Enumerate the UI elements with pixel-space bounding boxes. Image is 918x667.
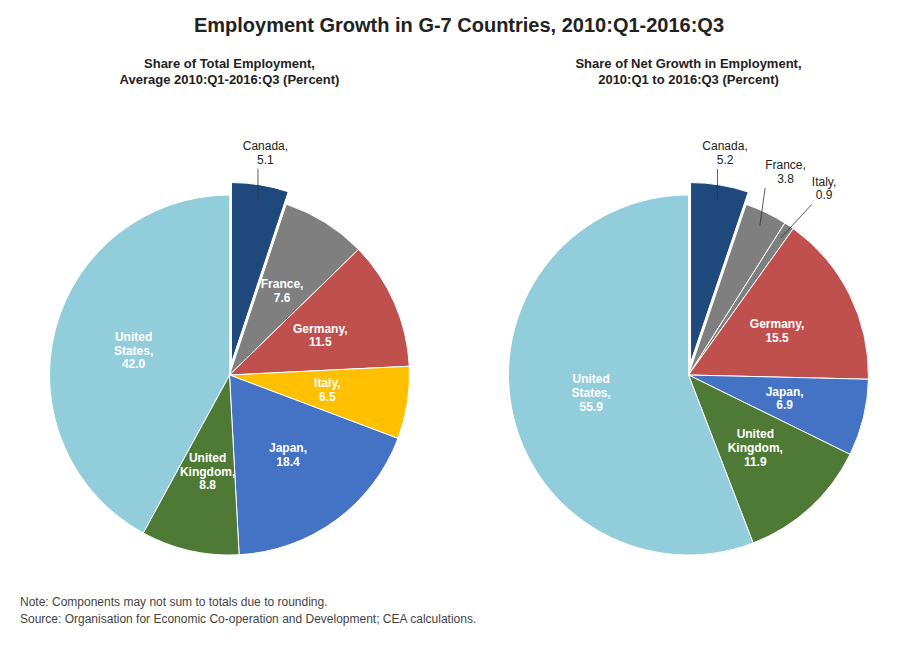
text-line: Italy, <box>812 175 836 189</box>
data-label: Japan,18.4 <box>269 441 307 469</box>
text-line: Average 2010:Q1-2016:Q3 (Percent) <box>120 72 340 87</box>
text-line: Japan, <box>269 441 307 455</box>
annotation: Source: Organisation for Economic Co-ope… <box>20 612 476 626</box>
slice: United States <box>509 195 754 555</box>
text-line: United <box>189 451 226 465</box>
text-line: Japan, <box>766 385 804 399</box>
text-line: France, <box>765 158 806 172</box>
title: Employment Growth in G-7 Countries, 2010… <box>194 14 724 36</box>
data-label: Canada,5.2 <box>702 139 747 167</box>
leader-line <box>781 204 812 237</box>
text-line: 6.9 <box>776 398 793 412</box>
slice: Germany <box>689 229 869 380</box>
slice: Japan <box>230 375 398 555</box>
leader-line <box>257 169 258 199</box>
data-labels: Canada,5.2France,3.8Italy,0.9Germany,15.… <box>571 139 836 469</box>
text-line: 3.8 <box>777 172 794 186</box>
data-label: France,3.8 <box>765 158 806 186</box>
data-label: UnitedKingdom,8.8 <box>180 451 235 493</box>
data-label: Italy,6.5 <box>314 376 340 404</box>
pie: CanadaFranceGermanyItalyJapanUnited King… <box>49 139 409 555</box>
data-label: Germany,15.5 <box>750 317 804 345</box>
text-line: 2010:Q1 to 2016:Q3 (Percent) <box>598 72 779 87</box>
text-line: 6.5 <box>319 390 336 404</box>
text-line: 15.5 <box>765 331 789 345</box>
text-line: States, <box>571 386 610 400</box>
chart: Employment Growth in G-7 Countries, 2010… <box>0 0 918 667</box>
text-line: 11.9 <box>744 455 767 469</box>
text-line: Canada, <box>702 139 747 153</box>
data-label: Canada,5.1 <box>243 139 288 167</box>
text-line: United <box>115 330 152 344</box>
subtitle: Share of Net Growth in Employment,2010:Q… <box>575 56 801 87</box>
text-line: Canada, <box>243 139 288 153</box>
text-line: Kingdom, <box>180 465 235 479</box>
data-label: Germany,11.5 <box>293 322 347 350</box>
slices: CanadaFranceItalyGermanyJapanUnited King… <box>509 183 869 555</box>
text-line: Germany, <box>293 322 347 336</box>
data-label: UnitedStates,42.0 <box>114 330 153 372</box>
text-line: United <box>572 372 609 386</box>
text-line: Kingdom, <box>728 441 783 455</box>
data-label: UnitedKingdom,11.9 <box>728 427 783 469</box>
text-line: Share of Net Growth in Employment, <box>575 56 801 71</box>
annotation: Note: Components may not sum to totals d… <box>20 595 328 609</box>
slice: United States <box>49 195 229 533</box>
text-line: 5.1 <box>257 153 274 167</box>
text-line: 7.6 <box>274 291 291 305</box>
leader-line <box>717 169 718 199</box>
text-line: 55.9 <box>579 400 603 414</box>
slice: Germany <box>230 249 410 375</box>
data-label: Italy,0.9 <box>812 175 836 203</box>
data-labels: Canada,5.1 France,7.6 Germany,11.5 Italy,6.… <box>114 139 348 492</box>
text-line: France, <box>261 277 304 291</box>
text-line: 0.9 <box>816 188 833 202</box>
text-line: 5.2 <box>717 153 734 167</box>
text-line: 42.0 <box>122 357 146 371</box>
text-line: Germany, <box>750 317 804 331</box>
text-line: 18.4 <box>276 455 300 469</box>
data-label: UnitedStates,55.9 <box>571 372 610 414</box>
data-label: Japan,6.9 <box>766 385 804 413</box>
pie: CanadaFranceItalyGermanyJapanUnited King… <box>509 139 869 555</box>
leader-line <box>760 188 765 226</box>
data-label: France,7.6 <box>261 277 304 305</box>
text-line: Share of Total Employment, <box>144 56 315 71</box>
text-line: United <box>737 427 774 441</box>
text-line: Italy, <box>314 376 340 390</box>
text-line: 11.5 <box>309 335 332 349</box>
text-line: States, <box>114 344 153 358</box>
text-line: 8.8 <box>199 478 216 492</box>
slices: CanadaFranceGermanyItalyJapanUnited King… <box>49 183 409 555</box>
subtitle: Share of Total Employment,Average 2010:Q… <box>120 56 340 87</box>
